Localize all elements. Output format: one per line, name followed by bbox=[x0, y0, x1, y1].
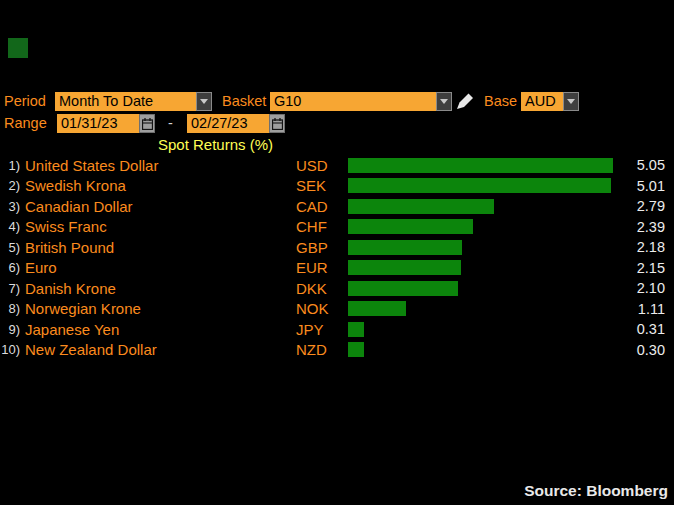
range-start-calendar-button[interactable] bbox=[139, 114, 155, 133]
currency-ticker: EUR bbox=[296, 259, 348, 276]
currency-name: Euro bbox=[20, 259, 296, 276]
return-value: 5.01 bbox=[629, 178, 674, 194]
currency-row[interactable]: 9) Japanese Yen JPY 0.31 bbox=[0, 319, 674, 340]
range-end-calendar-button[interactable] bbox=[269, 114, 285, 133]
bar-zone bbox=[348, 199, 629, 214]
return-value: 2.18 bbox=[629, 239, 674, 255]
row-rank: 9) bbox=[0, 322, 20, 337]
currency-ticker: NZD bbox=[296, 341, 348, 358]
returns-list: 1) United States Dollar USD 5.05 2) Swed… bbox=[0, 155, 674, 360]
currency-name: Swiss Franc bbox=[20, 218, 296, 235]
currency-ticker: SEK bbox=[296, 177, 348, 194]
currency-row[interactable]: 7) Danish Krone DKK 2.10 bbox=[0, 278, 674, 299]
currency-name: Japanese Yen bbox=[20, 321, 296, 338]
bar-zone bbox=[348, 342, 629, 357]
currency-name: United States Dollar bbox=[20, 157, 296, 174]
basket-dropdown[interactable]: G10 bbox=[270, 92, 436, 111]
base-dropdown[interactable]: AUD bbox=[521, 92, 563, 111]
range-label: Range bbox=[4, 114, 47, 133]
period-label: Period bbox=[4, 92, 46, 111]
return-bar bbox=[348, 219, 473, 234]
chevron-down-icon bbox=[567, 99, 575, 104]
period-dropdown-arrow[interactable] bbox=[196, 92, 212, 111]
basket-dropdown-arrow[interactable] bbox=[436, 92, 452, 111]
base-dropdown-arrow[interactable] bbox=[563, 92, 579, 111]
currency-name: Canadian Dollar bbox=[20, 198, 296, 215]
return-value: 1.11 bbox=[629, 301, 674, 317]
panel-indicator bbox=[8, 38, 28, 58]
return-bar bbox=[348, 158, 613, 173]
row-rank: 10) bbox=[0, 342, 20, 357]
return-bar bbox=[348, 199, 494, 214]
edit-pencil-icon[interactable] bbox=[456, 93, 474, 110]
return-bar bbox=[348, 260, 461, 275]
return-bar bbox=[348, 178, 611, 193]
basket-label: Basket bbox=[222, 92, 266, 111]
calendar-icon bbox=[142, 118, 153, 130]
currency-row[interactable]: 6) Euro EUR 2.15 bbox=[0, 258, 674, 279]
chevron-down-icon bbox=[200, 99, 208, 104]
source-attribution: Source: Bloomberg bbox=[524, 482, 668, 500]
row-rank: 2) bbox=[0, 178, 20, 193]
return-value: 0.30 bbox=[629, 342, 674, 358]
row-rank: 4) bbox=[0, 219, 20, 234]
range-end-input[interactable]: 02/27/23 bbox=[187, 114, 269, 133]
currency-row[interactable]: 8) Norwegian Krone NOK 1.11 bbox=[0, 299, 674, 320]
return-value: 2.39 bbox=[629, 219, 674, 235]
period-dropdown[interactable]: Month To Date bbox=[55, 92, 196, 111]
currency-ticker: CAD bbox=[296, 198, 348, 215]
row-rank: 7) bbox=[0, 281, 20, 296]
row-rank: 8) bbox=[0, 301, 20, 316]
bar-zone bbox=[348, 158, 629, 173]
return-bar bbox=[348, 342, 364, 357]
currency-ticker: GBP bbox=[296, 239, 348, 256]
bar-zone bbox=[348, 240, 629, 255]
currency-ticker: DKK bbox=[296, 280, 348, 297]
currency-name: Norwegian Krone bbox=[20, 300, 296, 317]
return-value: 2.79 bbox=[629, 198, 674, 214]
range-start-input[interactable]: 01/31/23 bbox=[57, 114, 139, 133]
terminal-screen: { "controls": { "period": { "label": "Pe… bbox=[0, 0, 674, 505]
return-value: 0.31 bbox=[629, 321, 674, 337]
currency-ticker: JPY bbox=[296, 321, 348, 338]
row-rank: 1) bbox=[0, 158, 20, 173]
bar-zone bbox=[348, 322, 629, 337]
currency-row[interactable]: 5) British Pound GBP 2.18 bbox=[0, 237, 674, 258]
return-value: 5.05 bbox=[629, 157, 674, 173]
bar-zone bbox=[348, 260, 629, 275]
range-separator: - bbox=[168, 114, 173, 133]
currency-ticker: NOK bbox=[296, 300, 348, 317]
bar-zone bbox=[348, 301, 629, 316]
currency-name: British Pound bbox=[20, 239, 296, 256]
base-label: Base bbox=[484, 92, 517, 111]
currency-name: Danish Krone bbox=[20, 280, 296, 297]
bar-zone bbox=[348, 281, 629, 296]
row-rank: 5) bbox=[0, 240, 20, 255]
currency-name: New Zealand Dollar bbox=[20, 341, 296, 358]
currency-row[interactable]: 10) New Zealand Dollar NZD 0.30 bbox=[0, 340, 674, 361]
currency-name: Swedish Krona bbox=[20, 177, 296, 194]
return-bar bbox=[348, 301, 406, 316]
currency-ticker: USD bbox=[296, 157, 348, 174]
bar-zone bbox=[348, 178, 629, 193]
return-bar bbox=[348, 240, 462, 255]
currency-row[interactable]: 3) Canadian Dollar CAD 2.79 bbox=[0, 196, 674, 217]
currency-ticker: CHF bbox=[296, 218, 348, 235]
currency-row[interactable]: 4) Swiss Franc CHF 2.39 bbox=[0, 217, 674, 238]
return-bar bbox=[348, 322, 364, 337]
return-bar bbox=[348, 281, 458, 296]
currency-row[interactable]: 2) Swedish Krona SEK 5.01 bbox=[0, 176, 674, 197]
return-value: 2.15 bbox=[629, 260, 674, 276]
chevron-down-icon bbox=[440, 99, 448, 104]
currency-row[interactable]: 1) United States Dollar USD 5.05 bbox=[0, 155, 674, 176]
return-value: 2.10 bbox=[629, 280, 674, 296]
bar-zone bbox=[348, 219, 629, 234]
row-rank: 3) bbox=[0, 199, 20, 214]
chart-title: Spot Returns (%) bbox=[158, 136, 273, 153]
calendar-icon bbox=[272, 118, 283, 130]
row-rank: 6) bbox=[0, 260, 20, 275]
